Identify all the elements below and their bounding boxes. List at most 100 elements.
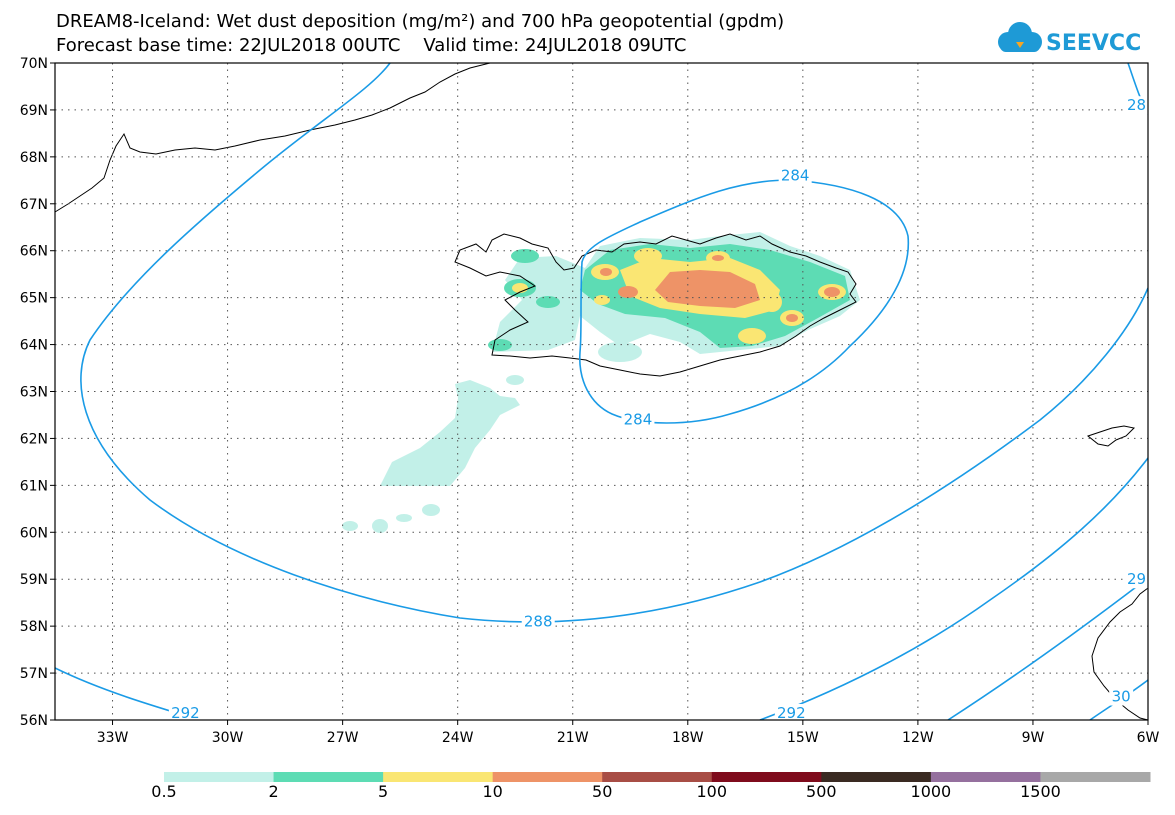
dust-patch bbox=[634, 248, 662, 264]
coastline-greenland bbox=[54, 62, 491, 213]
dust-plume-southwest bbox=[380, 380, 520, 486]
contour-296 bbox=[947, 577, 1148, 720]
dust-field bbox=[342, 232, 860, 533]
dust-patch bbox=[372, 519, 388, 533]
dust-patch bbox=[786, 314, 798, 322]
lon-tick-label: 9W bbox=[1022, 730, 1045, 746]
dust-patch bbox=[488, 339, 512, 351]
lon-tick-label: 12W bbox=[902, 730, 934, 746]
contour-label-bg bbox=[778, 166, 812, 185]
contour-label: 284 bbox=[624, 411, 653, 429]
contour-label: 28 bbox=[1127, 96, 1146, 114]
dust-patch bbox=[738, 328, 766, 344]
contour-label: 29 bbox=[1127, 570, 1146, 588]
map-title: DREAM8-Iceland: Wet dust deposition (mg/… bbox=[56, 11, 785, 32]
dust-patch bbox=[712, 255, 724, 261]
colorbar-label: 0.5 bbox=[151, 782, 177, 801]
dust-patch bbox=[342, 521, 358, 531]
contour-labels: 284 284 288 292 292 28 29 30 bbox=[168, 96, 1149, 722]
contour-label-bg bbox=[1109, 687, 1134, 706]
colorbar-segment bbox=[1040, 772, 1151, 782]
contour-label: 292 bbox=[171, 704, 200, 722]
dust-patch bbox=[594, 295, 610, 305]
lat-tick-label: 60N bbox=[20, 525, 48, 541]
coastlines bbox=[54, 62, 1149, 721]
colorbar-segment bbox=[383, 772, 494, 782]
colorbar-segment bbox=[821, 772, 932, 782]
colorbar-segment bbox=[492, 772, 603, 782]
contour-label: 284 bbox=[781, 167, 810, 185]
lat-tick-label: 58N bbox=[20, 619, 48, 635]
lat-tick-label: 63N bbox=[20, 385, 48, 401]
colorbar-segment bbox=[930, 772, 1041, 782]
graticule bbox=[55, 63, 1148, 720]
colorbar-label: 100 bbox=[696, 782, 728, 801]
dust-patch bbox=[762, 292, 782, 312]
contour-288 bbox=[80, 63, 1148, 623]
lon-tick-label: 27W bbox=[327, 730, 359, 746]
lon-tick-label: 21W bbox=[557, 730, 589, 746]
lat-tick-label: 67N bbox=[20, 197, 48, 213]
lat-tick-label: 61N bbox=[20, 478, 48, 494]
dust-patch bbox=[536, 296, 560, 308]
lat-tick-label: 56N bbox=[20, 713, 48, 729]
lat-tick-label: 65N bbox=[20, 291, 48, 307]
colorbar-label: 10 bbox=[482, 782, 503, 801]
lat-tick-label: 62N bbox=[20, 431, 48, 447]
dust-patch bbox=[422, 504, 440, 516]
lon-tick-label: 30W bbox=[212, 730, 244, 746]
lat-tick-label: 59N bbox=[20, 572, 48, 588]
longitude-labels: 33W 30W 27W 24W 21W 18W 15W 12W 9W 6W bbox=[97, 720, 1160, 746]
contour-label-bg bbox=[1124, 570, 1149, 589]
coastline-scotland bbox=[1091, 587, 1149, 721]
colorbar-label: 1000 bbox=[910, 782, 952, 801]
lon-tick-label: 6W bbox=[1137, 730, 1160, 746]
map-subtitle: Forecast base time: 22JUL2018 00UTC Vali… bbox=[56, 35, 687, 56]
cloud-icon bbox=[998, 22, 1042, 52]
lat-tick-label: 69N bbox=[20, 103, 48, 119]
colorbar-segment bbox=[711, 772, 822, 782]
dust-patch bbox=[600, 268, 612, 276]
contour-label: 292 bbox=[777, 704, 806, 722]
latitude-labels: 70N 69N 68N 67N 66N 65N 64N 63N 62N 61N 60N 59N 58N 5… bbox=[20, 56, 55, 729]
contour-label-bg bbox=[621, 410, 655, 429]
colorbar-label: 2 bbox=[268, 782, 279, 801]
seevccc-logo: SEEVCCC bbox=[998, 22, 1142, 56]
contour-label: 288 bbox=[524, 612, 553, 630]
contour-292-east bbox=[759, 457, 1148, 720]
lon-tick-label: 33W bbox=[97, 730, 129, 746]
colorbar-segment bbox=[602, 772, 713, 782]
dust-patch bbox=[506, 375, 524, 385]
lon-tick-label: 15W bbox=[787, 730, 819, 746]
lon-tick-label: 18W bbox=[672, 730, 704, 746]
lat-tick-label: 70N bbox=[20, 56, 48, 72]
dust-patch bbox=[598, 342, 642, 362]
coastline-iceland bbox=[454, 233, 857, 377]
contour-label-bg bbox=[521, 612, 555, 631]
colorbar-label: 50 bbox=[592, 782, 613, 801]
colorbar-label: 1500 bbox=[1020, 782, 1061, 801]
contour-label-bg bbox=[1124, 96, 1149, 115]
lon-tick-label: 24W bbox=[442, 730, 474, 746]
lat-tick-label: 57N bbox=[20, 666, 48, 682]
logo-text: SEEVCCC bbox=[1046, 31, 1142, 56]
colorbar-segment bbox=[273, 772, 384, 782]
dust-patch bbox=[824, 287, 840, 297]
colorbar-segment bbox=[164, 772, 275, 782]
colorbar-label: 5 bbox=[378, 782, 389, 801]
lat-tick-label: 68N bbox=[20, 150, 48, 166]
lat-tick-label: 64N bbox=[20, 338, 48, 354]
contour-label: 30 bbox=[1112, 688, 1131, 706]
dust-patch bbox=[511, 249, 539, 263]
colorbar bbox=[164, 772, 1151, 782]
lat-tick-label: 66N bbox=[20, 244, 48, 260]
dust-region-10-50 bbox=[655, 270, 760, 308]
contour-label-bg bbox=[774, 703, 808, 722]
coastline-faroes bbox=[1086, 425, 1136, 447]
dust-patch bbox=[618, 286, 638, 298]
contour-284 bbox=[579, 179, 910, 424]
colorbar-label: 500 bbox=[806, 782, 837, 801]
dust-patch bbox=[396, 514, 412, 522]
contour-label-bg bbox=[168, 703, 202, 722]
